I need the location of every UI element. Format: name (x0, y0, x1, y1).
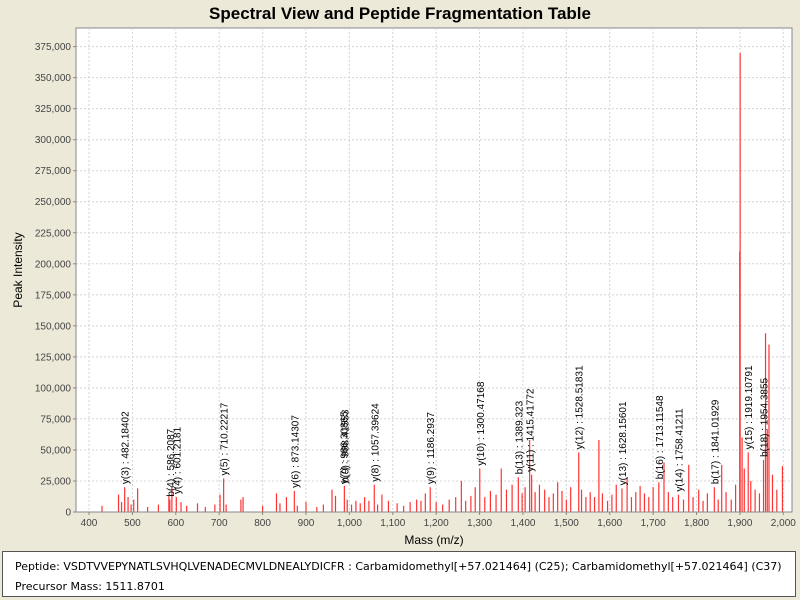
y-tick-label: 225,000 (35, 228, 72, 239)
ion-annotation: b(18) : 1954.3855 (760, 377, 771, 456)
x-tick-label: 2,000 (771, 518, 796, 529)
y-tick-label: 0 (65, 508, 71, 519)
ion-annotation: y(13) : 1628.15601 (618, 401, 629, 485)
ion-annotation: y(7) : 986.30865 (339, 411, 350, 484)
y-tick-label: 375,000 (35, 42, 72, 53)
ion-annotation: b(9) : 988.41553 (340, 409, 351, 483)
y-tick-label: 275,000 (35, 166, 72, 177)
ion-annotation: y(4) : 601.2181 (172, 426, 183, 494)
x-tick-label: 1,200 (424, 518, 449, 529)
x-tick-label: 1,400 (510, 518, 535, 529)
x-tick-label: 900 (298, 518, 315, 529)
ion-annotation: y(14) : 1758.41211 (674, 408, 685, 492)
x-axis-label: Mass (m/z) (404, 533, 463, 547)
ion-annotation: y(3) : 482.18402 (121, 411, 132, 484)
x-tick-label: 1,800 (684, 518, 709, 529)
axes: 400 500 600 700 800 900 1,000 1,100 1,200 1,300 1,… (35, 28, 796, 529)
ion-annotation: y(9) : 1186.2937 (426, 412, 437, 485)
y-tick-label: 325,000 (35, 104, 72, 115)
ion-annotation: y(5) : 710.22217 (220, 402, 231, 475)
ion-annotation: b(16) : 1713.11548 (655, 395, 666, 479)
x-tick-label: 600 (167, 518, 184, 529)
chart-title: Spectral View and Peptide Fragmentation … (209, 4, 591, 23)
ion-annotation: y(12) : 1528.51831 (575, 365, 586, 449)
x-tick-label: 1,300 (467, 518, 492, 529)
y-tick-label: 75,000 (40, 414, 71, 425)
x-tick-label: 700 (211, 518, 228, 529)
y-tick-label: 300,000 (35, 135, 72, 146)
ion-annotation: b(4) : 586.2087 (166, 428, 177, 496)
x-tick-label: 800 (254, 518, 271, 529)
y-tick-label: 175,000 (35, 290, 72, 301)
x-tick-label: 1,500 (554, 518, 579, 529)
y-tick-label: 100,000 (35, 383, 72, 394)
peptide-info-panel: Peptide: VSDTVVEPYNATLSVHQLVENADECMVLDNE… (2, 551, 796, 597)
x-tick-label: 400 (81, 518, 98, 529)
y-tick-label: 250,000 (35, 197, 72, 208)
x-tick-label: 1,900 (727, 518, 752, 529)
y-tick-label: 25,000 (40, 476, 71, 487)
y-tick-label: 125,000 (35, 352, 72, 363)
y-tick-label: 350,000 (35, 73, 72, 84)
ion-annotation: y(6) : 873.14307 (290, 415, 301, 488)
ion-annotation: y(11) : 1415.41772 (526, 388, 537, 472)
ion-annotation: b(17) : 1841.01929 (710, 399, 721, 484)
y-axis-label: Peak Intensity (11, 232, 25, 307)
x-tick-label: 1,700 (641, 518, 666, 529)
y-tick-label: 50,000 (40, 445, 71, 456)
y-tick-label: 150,000 (35, 321, 72, 332)
peptide-sequence: Peptide: VSDTVVEPYNATLSVHQLVENADECMVLDNE… (15, 560, 782, 573)
x-tick-label: 1,600 (597, 518, 622, 529)
ion-annotation: b(13) : 1389.323 (514, 400, 525, 474)
ion-annotation: y(15) : 1919.10791 (744, 365, 755, 449)
x-tick-label: 1,000 (337, 518, 362, 529)
spectrum-chart: Spectral View and Peptide Fragmentation … (11, 4, 796, 547)
ion-annotation: y(8) : 1057.39624 (370, 403, 381, 482)
y-tick-label: 200,000 (35, 259, 72, 270)
grid-lines (76, 28, 792, 512)
precursor-mass: Precursor Mass: 1511.8701 (15, 580, 165, 593)
x-tick-label: 1,100 (380, 518, 405, 529)
x-tick-label: 500 (124, 518, 141, 529)
ion-annotation: y(10) : 1300.47168 (476, 381, 487, 465)
peak-bars (101, 52, 784, 512)
